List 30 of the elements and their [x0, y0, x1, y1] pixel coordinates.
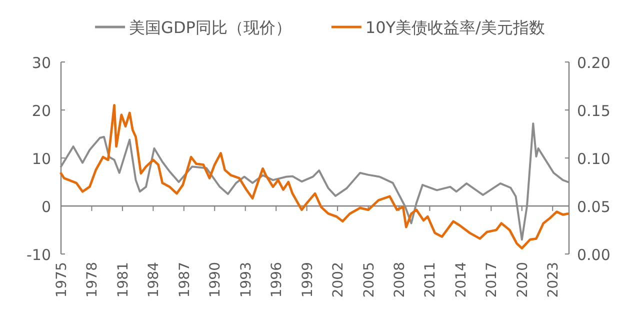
x-tick-label: 2005 — [361, 262, 378, 298]
legend-label: 10Y美债收益率/美元指数 — [365, 18, 545, 37]
legend-label: 美国GDP同比（现价） — [129, 18, 292, 37]
x-tick-label: 2020 — [514, 262, 531, 298]
x-tick-label: 1990 — [208, 262, 224, 298]
x-tick-label: 1999 — [300, 262, 316, 298]
y-tick-label: 0 — [41, 198, 51, 216]
x-tick-label: 1993 — [238, 262, 254, 298]
y-tick-label: -10 — [26, 246, 51, 264]
y-tick-label: 30 — [32, 54, 51, 72]
line-series — [60, 104, 570, 250]
x-tick-label: 2008 — [392, 262, 408, 298]
y-tick-label: 10 — [32, 150, 51, 168]
x-tick-label: 1978 — [84, 262, 101, 298]
y2-tick-label: 0.15 — [577, 102, 610, 120]
x-tick-label: 1984 — [146, 262, 162, 298]
x-tick-label: 2023 — [546, 262, 562, 298]
y2-tick-label: 0.05 — [577, 198, 610, 216]
x-tick-label: 2002 — [330, 262, 347, 298]
y2-tick-label: 0.20 — [577, 54, 610, 72]
x-tick-label: 1987 — [176, 262, 193, 298]
y-tick-label: 20 — [32, 102, 51, 120]
y2-tick-label: 0.00 — [577, 246, 610, 264]
x-tick-label: 1975 — [54, 262, 70, 298]
y2-tick-label: 0.10 — [577, 150, 610, 168]
x-tick-label: 1996 — [269, 262, 286, 298]
x-tick-label: 2014 — [453, 262, 470, 298]
x-tick-label: 2011 — [422, 262, 439, 298]
x-tick-label: 1981 — [115, 262, 132, 298]
x-tick-label: 2017 — [484, 262, 500, 298]
